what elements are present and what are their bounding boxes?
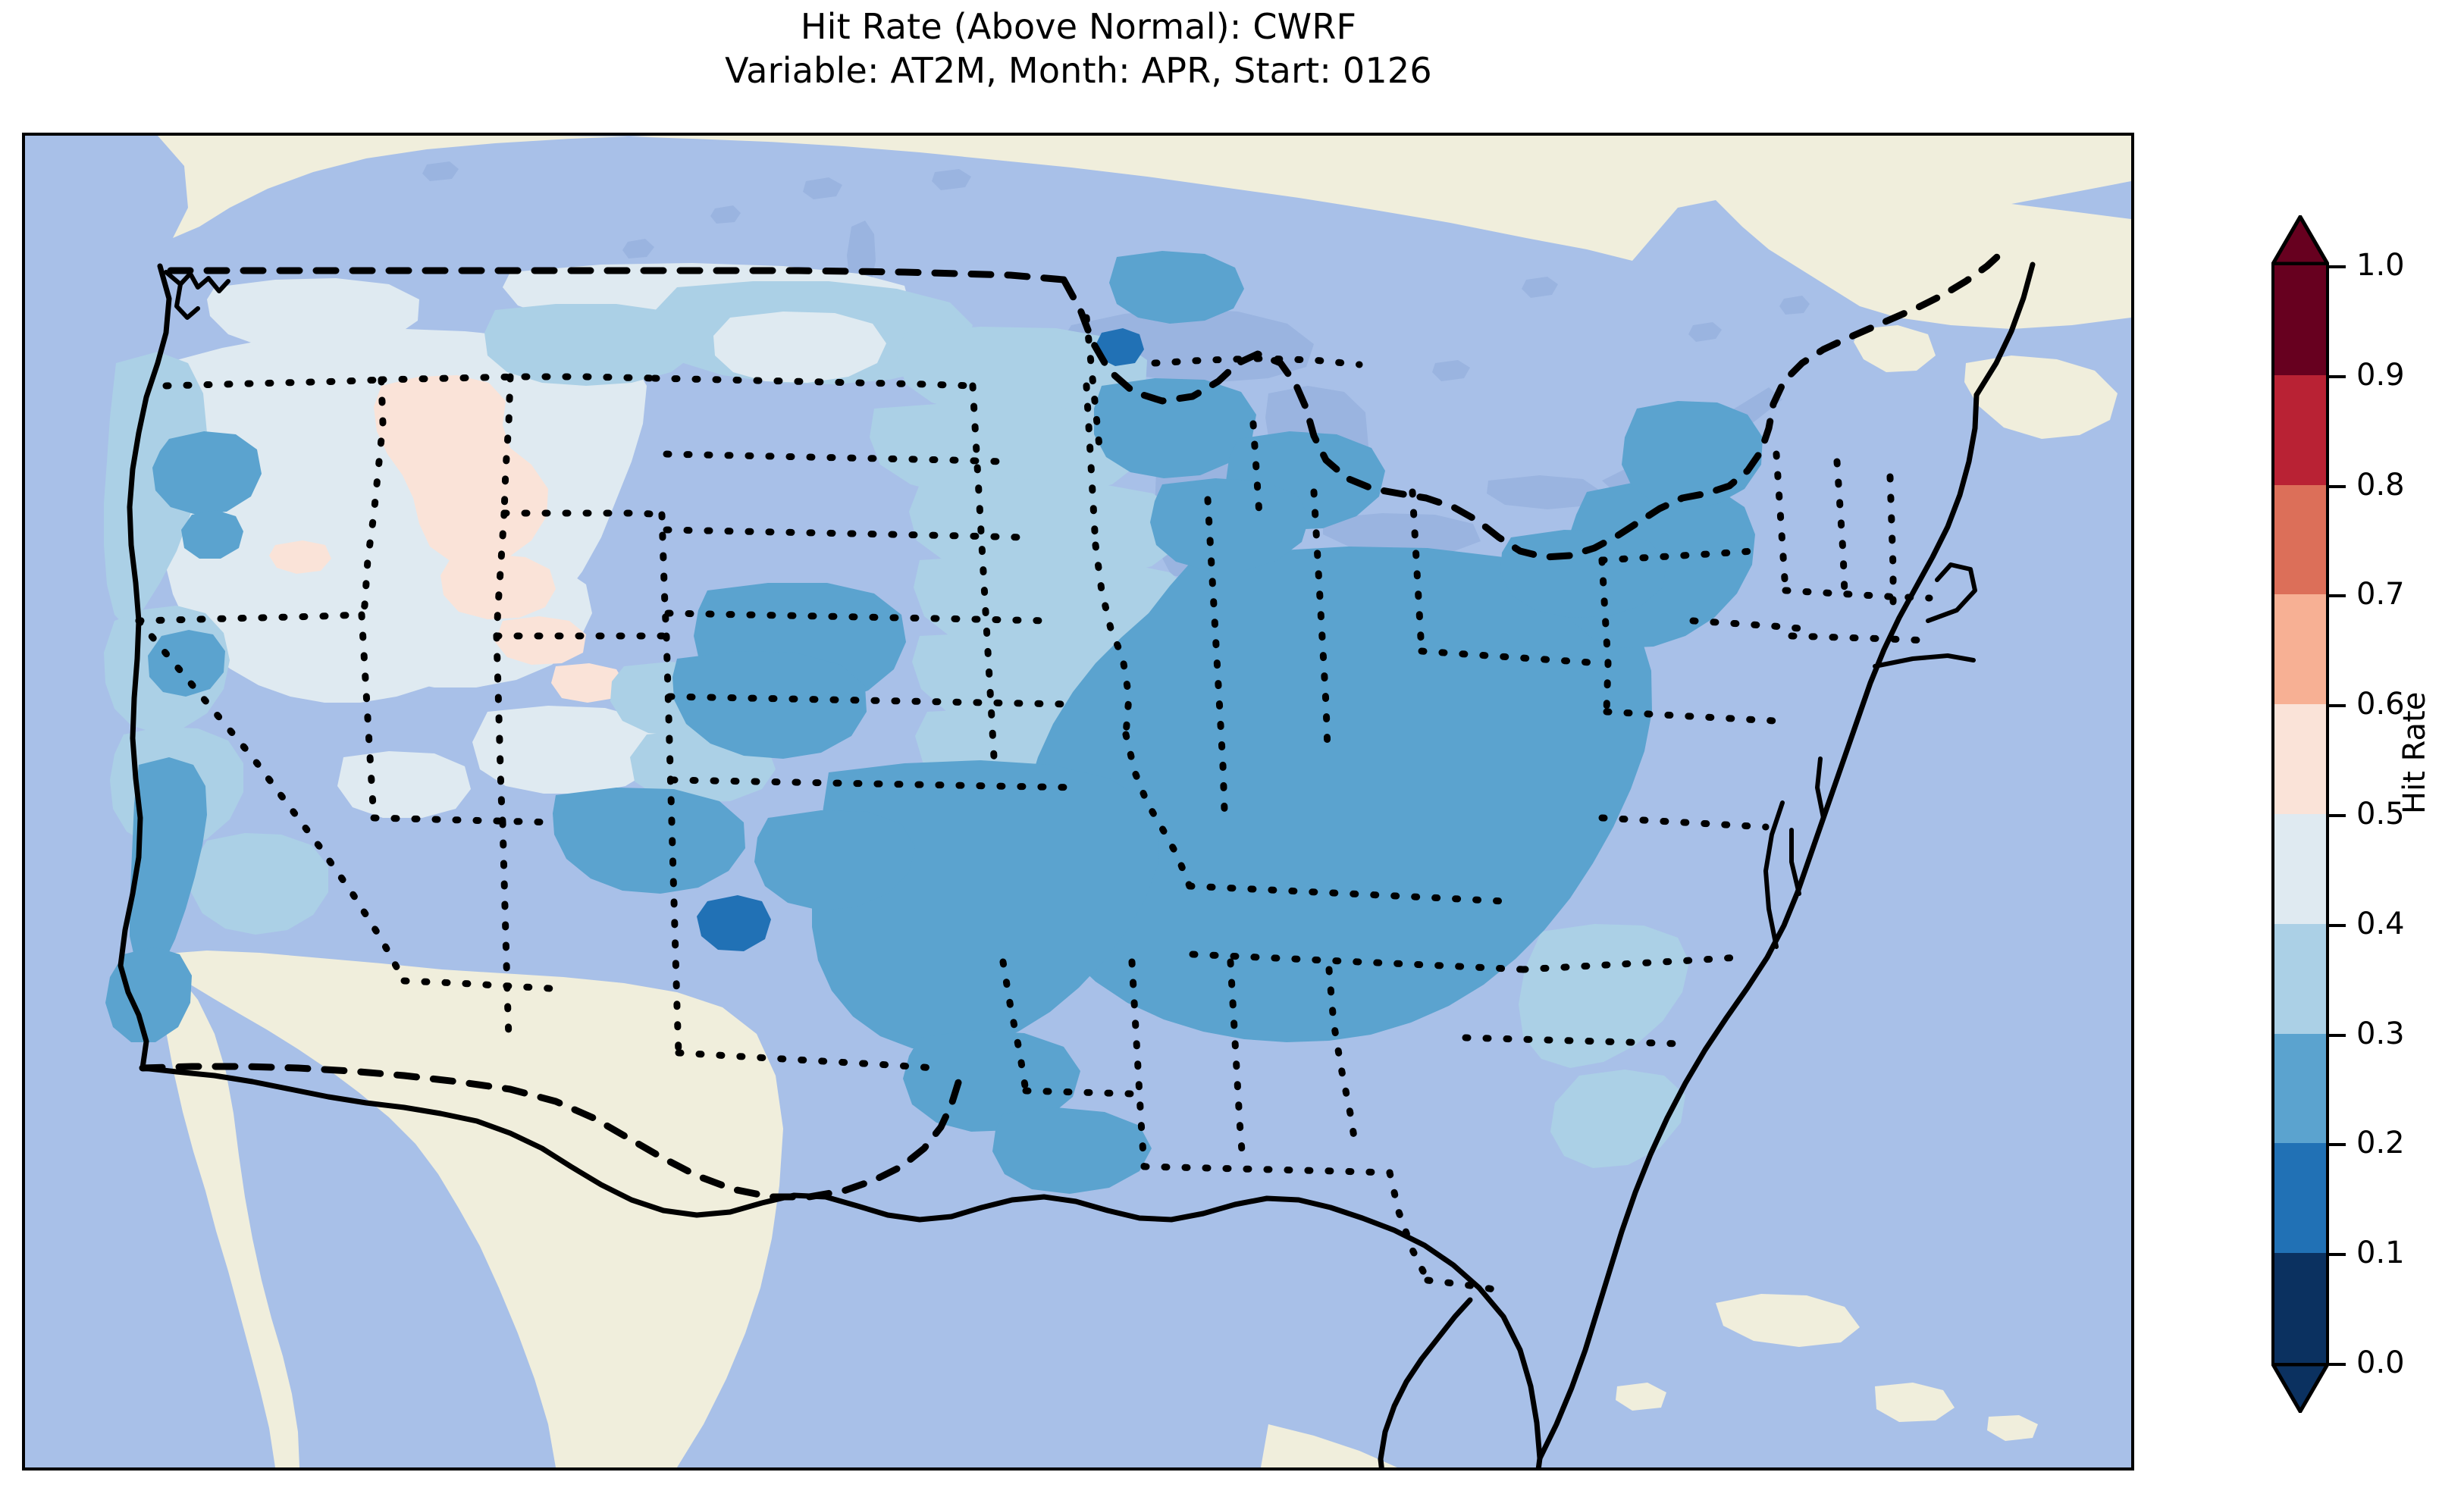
cb-band-0.5-0.6	[2271, 704, 2329, 814]
coastline-west	[118, 263, 172, 1071]
cb-tick-0.2	[2329, 1143, 2346, 1147]
cb-tick-0.0	[2329, 1363, 2346, 1366]
cb-ticklabel-0.9: 0.9	[2356, 357, 2405, 393]
borders-layer	[118, 246, 2036, 1467]
cb-band-0.2-0.3	[2271, 1033, 2329, 1144]
page-title: Hit Rate (Above Normal): CWRF Variable: …	[0, 5, 2157, 92]
cb-band-0.4-0.5	[2271, 814, 2329, 924]
cb-ticklabel-0.6: 0.6	[2356, 687, 2405, 722]
cb-tick-0.9	[2329, 374, 2346, 378]
border-us-mexico	[139, 1063, 963, 1201]
cb-tick-0.1	[2329, 1253, 2346, 1257]
coastline-gulf	[140, 1065, 1482, 1291]
cb-tick-0.6	[2329, 704, 2346, 708]
cb-ticklabel-0.3: 0.3	[2356, 1016, 2405, 1051]
colorbar-axis-label: Hit Rate	[2397, 691, 2432, 814]
colorbar-over-arrow	[2271, 215, 2329, 265]
cb-ticklabel-0.2: 0.2	[2356, 1126, 2405, 1161]
cb-ticklabel-0.5: 0.5	[2356, 797, 2405, 832]
cb-tick-0.7	[2329, 594, 2346, 598]
cb-ticklabel-0.0: 0.0	[2356, 1345, 2405, 1380]
cb-ticklabel-0.4: 0.4	[2356, 906, 2405, 941]
cb-tick-0.8	[2329, 484, 2346, 488]
cb-ticklabel-0.1: 0.1	[2356, 1236, 2405, 1271]
state-boundaries	[135, 314, 1933, 1295]
cb-band-0.1-0.2	[2271, 1143, 2329, 1254]
colorbar-under-arrow	[2271, 1363, 2329, 1413]
colorbar[interactable]: 1.0 0.9 0.8 0.7 0.6 0.5 0.4 0.3 0.2 0.1 …	[2271, 215, 2405, 1413]
cb-band-0.0-0.1	[2271, 1253, 2329, 1363]
title-line-2: Variable: AT2M, Month: APR, Start: 0126	[725, 50, 1432, 91]
cb-ticklabel-0.7: 0.7	[2356, 577, 2405, 612]
cb-band-0.9-1.0	[2271, 265, 2329, 375]
caribbean-islands	[1616, 1294, 2038, 1441]
cb-band-0.8-0.9	[2271, 374, 2329, 485]
mexico-landmass	[155, 951, 1397, 1467]
border-us-canada	[167, 267, 1067, 283]
cb-tick-0.4	[2329, 923, 2346, 927]
title-line-1: Hit Rate (Above Normal): CWRF	[800, 6, 1357, 47]
cb-tick-0.3	[2329, 1033, 2346, 1037]
cb-band-0.6-0.7	[2271, 594, 2329, 705]
map-clip	[25, 136, 2131, 1467]
cb-tick-0.5	[2329, 814, 2346, 817]
cb-tick-1.0	[2329, 265, 2346, 268]
map-axes[interactable]	[22, 133, 2134, 1471]
cb-band-0.7-0.8	[2271, 484, 2329, 595]
cb-ticklabel-0.8: 0.8	[2356, 467, 2405, 503]
conus-map	[25, 136, 2131, 1467]
coastline-florida	[1378, 1285, 1543, 1467]
cb-band-0.3-0.4	[2271, 923, 2329, 1034]
cb-ticklabel-1.0: 1.0	[2356, 248, 2405, 283]
coastline-east	[1537, 392, 1980, 1461]
